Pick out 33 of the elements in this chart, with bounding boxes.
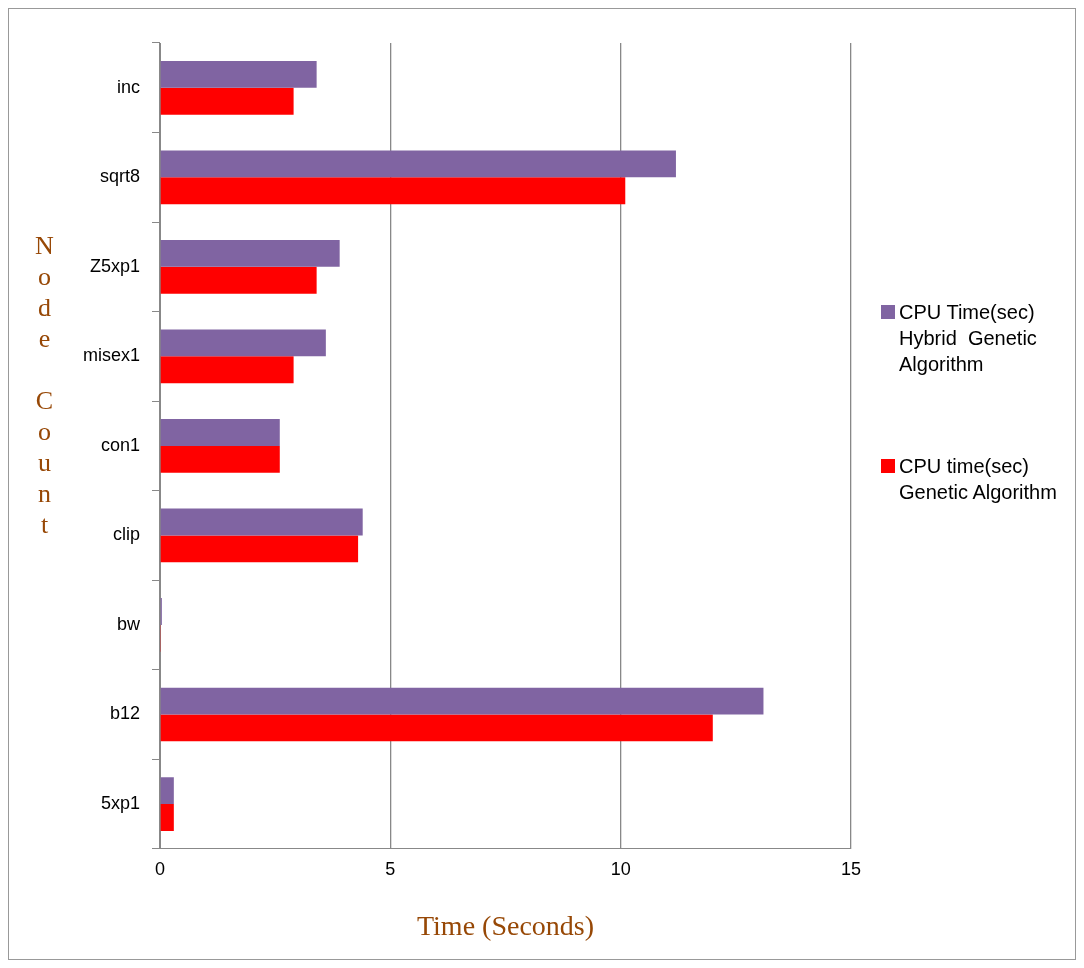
y-tick-label: bw bbox=[117, 613, 142, 634]
bar bbox=[160, 177, 626, 205]
x-tick-label: 5 bbox=[385, 858, 396, 879]
bar bbox=[160, 419, 280, 446]
bar bbox=[160, 687, 764, 715]
bar bbox=[160, 329, 326, 357]
y-tick-label: 5xp1 bbox=[100, 793, 141, 813]
legend-label: CPU time(sec) Genetic Algorithm bbox=[899, 454, 1058, 505]
y-tick-label: misex1 bbox=[83, 345, 141, 366]
x-tick-label: 15 bbox=[840, 858, 861, 879]
bar bbox=[160, 87, 294, 115]
bar bbox=[160, 777, 174, 805]
bar bbox=[160, 150, 676, 178]
bar bbox=[160, 445, 280, 473]
x-tick-label: 0 bbox=[155, 858, 166, 879]
y-tick-label: con1 bbox=[100, 434, 141, 455]
bar bbox=[160, 535, 359, 563]
y-tick-label: Z5xp1 bbox=[89, 255, 141, 276]
legend-label: CPU Time(sec) Hybrid Genetic Algorithm bbox=[899, 300, 1038, 377]
y-axis-title: Node Count bbox=[30, 231, 59, 541]
bar bbox=[160, 714, 713, 742]
y-tick-label: sqrt8 bbox=[99, 166, 141, 187]
bar bbox=[160, 356, 294, 384]
y-tick-label: inc bbox=[117, 76, 141, 97]
x-axis-title: Time (Seconds) bbox=[416, 909, 595, 941]
y-tick-label: clip bbox=[113, 524, 141, 545]
bar bbox=[160, 239, 340, 267]
x-tick-label: 10 bbox=[610, 858, 631, 879]
bar bbox=[160, 508, 363, 536]
y-tick-label: b12 bbox=[109, 703, 141, 724]
bar bbox=[160, 60, 317, 88]
bar bbox=[160, 804, 174, 831]
bar bbox=[160, 266, 317, 294]
